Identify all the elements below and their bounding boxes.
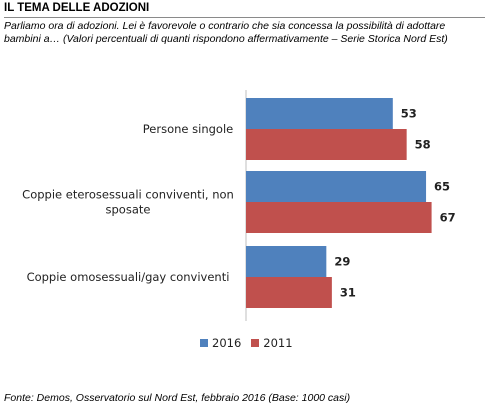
chart-subtitle: Parliamo ora di adozioni. Lei è favorevo…	[4, 20, 448, 45]
bar-2011-2	[246, 277, 332, 308]
bar-2011-1	[246, 202, 432, 233]
data-label-2011-0: 58	[415, 138, 431, 152]
legend-item-2011: 2011	[251, 336, 293, 350]
source-note: Fonte: Demos, Osservatorio sul Nord Est,…	[4, 392, 351, 404]
bar-2016-2	[246, 246, 327, 277]
page-title: IL TEMA DELLE ADOZIONI	[4, 2, 150, 14]
data-label-2016-0: 53	[401, 107, 417, 121]
legend-label-2016: 2016	[212, 336, 242, 350]
legend-swatch-2016	[200, 339, 208, 347]
data-label-2016-1: 65	[434, 180, 450, 194]
category-label-1: Coppie eterosessuali conviventi, non spos…	[22, 188, 234, 217]
bar-2011-0	[246, 129, 407, 160]
title-divider	[4, 17, 485, 18]
category-label-0: Persone singole	[143, 122, 233, 136]
data-label-2011-1: 67	[440, 211, 456, 225]
bar-2016-0	[246, 98, 393, 129]
legend-item-2016: 2016	[200, 336, 241, 350]
category-label-2: Coppie omosessuali/gay conviventi	[27, 270, 230, 284]
legend-label-2011: 2011	[263, 336, 293, 350]
legend-swatch-2011	[251, 339, 260, 347]
data-label-2016-2: 29	[334, 255, 350, 269]
data-label-2011-2: 31	[340, 286, 356, 300]
bar-2016-1	[246, 171, 427, 202]
chart-legend: 2016 2011	[200, 336, 303, 350]
